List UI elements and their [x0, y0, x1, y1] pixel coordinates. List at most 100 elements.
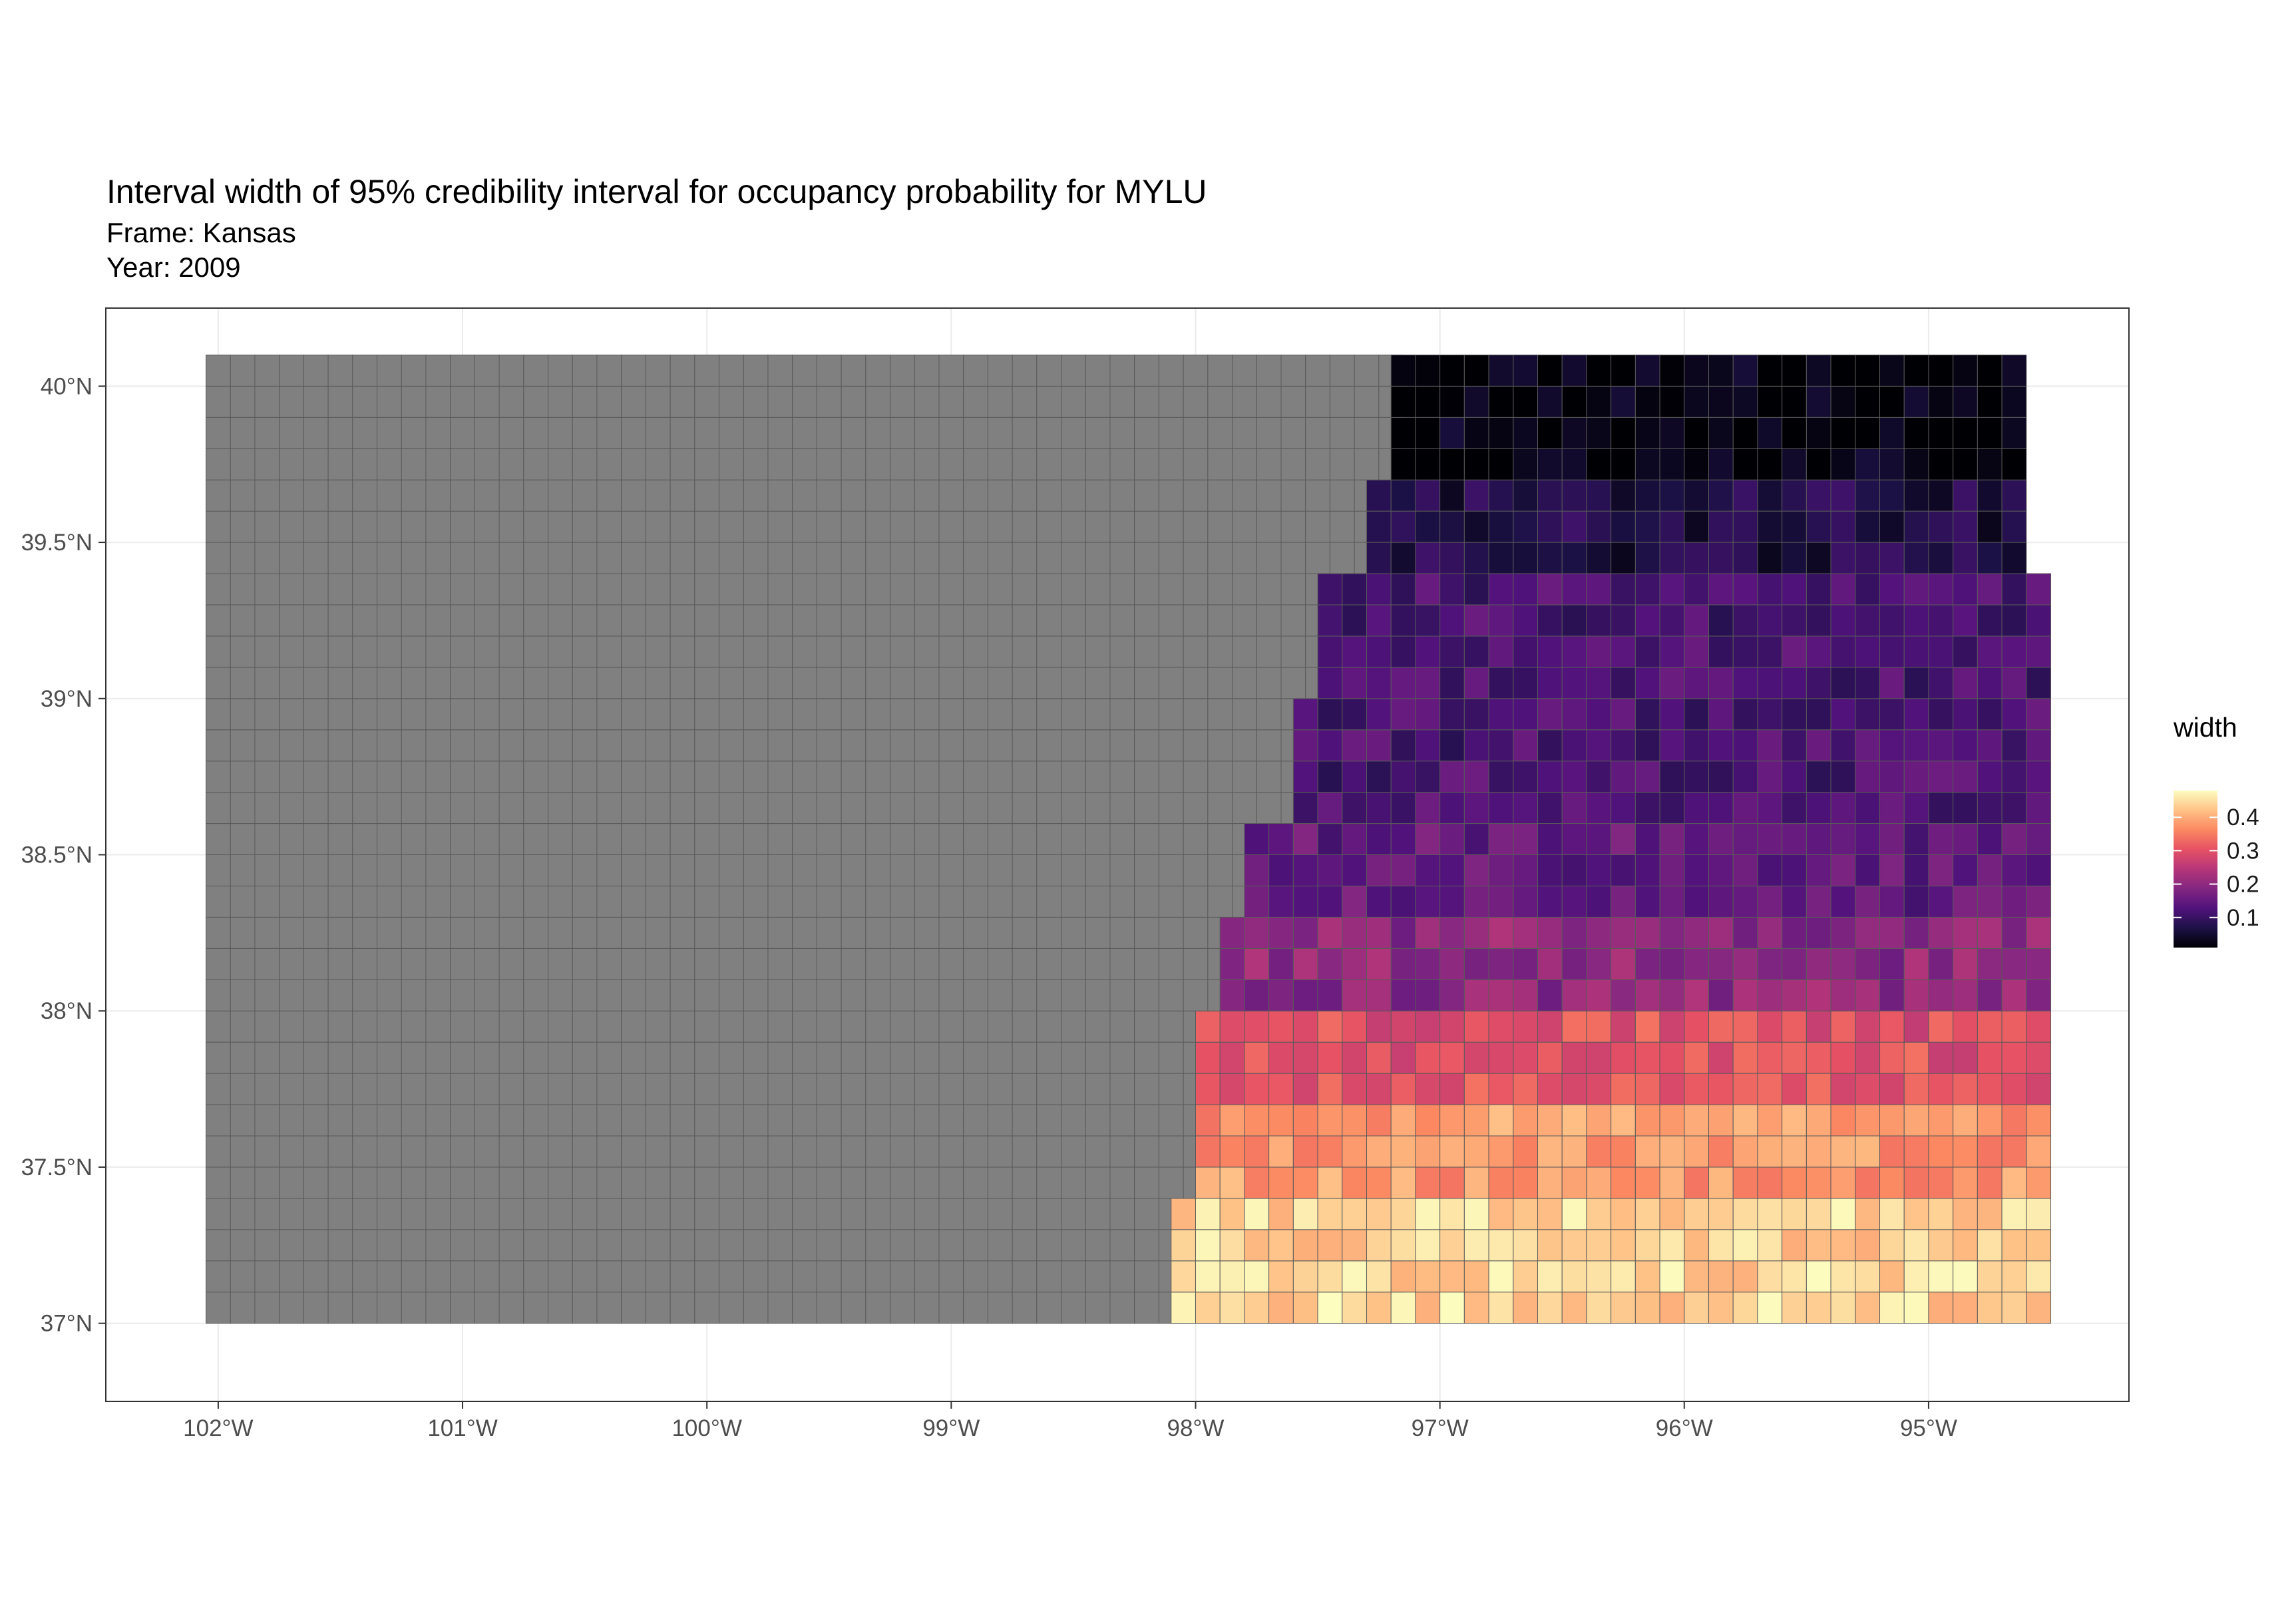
cell-no-data: [327, 979, 353, 1011]
cell-no-data: [254, 1166, 280, 1199]
cell-estimate: [1317, 823, 1343, 855]
cell-estimate: [1928, 792, 1954, 824]
cell-no-data: [352, 1135, 378, 1168]
map-subtitle: Frame: Kansas Year: 2009: [106, 217, 296, 283]
cell-estimate: [1855, 1010, 1881, 1043]
cell-no-data: [474, 542, 500, 574]
cell-estimate: [1879, 1292, 1905, 1324]
cell-estimate: [1708, 417, 1734, 449]
cell-no-data: [450, 1135, 475, 1168]
cell-no-data: [206, 573, 231, 606]
cell-estimate: [1415, 1073, 1441, 1105]
cell-estimate: [1390, 385, 1416, 418]
cell-no-data: [963, 1292, 988, 1324]
x-tick-label: 100°W: [671, 1415, 741, 1441]
cell-no-data: [816, 823, 842, 855]
cell-estimate: [2001, 698, 2027, 731]
cell-no-data: [938, 354, 964, 387]
cell-estimate: [1366, 1292, 1392, 1324]
cell-no-data: [670, 1198, 695, 1230]
cell-no-data: [474, 885, 500, 918]
cell-no-data: [645, 854, 671, 886]
cell-no-data: [1085, 979, 1111, 1011]
cell-estimate: [1782, 916, 1807, 949]
cell-estimate: [1708, 479, 1734, 512]
cell-estimate: [1732, 948, 1758, 980]
cell-estimate: [2001, 542, 2027, 574]
cell-estimate: [1928, 823, 1954, 855]
cell-estimate: [1977, 698, 2003, 731]
cell-estimate: [1732, 1104, 1758, 1137]
cell-no-data: [1134, 948, 1159, 980]
cell-estimate: [1782, 1104, 1807, 1137]
cell-no-data: [914, 729, 940, 762]
cell-no-data: [645, 542, 671, 574]
cell-no-data: [767, 761, 793, 793]
cell-estimate: [1830, 354, 1856, 387]
cell-estimate: [1268, 1229, 1294, 1262]
cell-estimate: [1708, 354, 1734, 387]
cell-no-data: [743, 635, 769, 668]
cell-no-data: [523, 510, 549, 543]
cell-no-data: [254, 916, 280, 949]
cell-estimate: [2026, 761, 2052, 793]
cell-estimate: [1244, 1041, 1270, 1074]
cell-no-data: [327, 1041, 353, 1074]
cell-no-data: [1134, 1073, 1159, 1105]
cell-no-data: [279, 1104, 304, 1137]
cell-no-data: [1158, 448, 1184, 480]
cell-estimate: [1537, 1135, 1563, 1168]
cell-no-data: [963, 761, 988, 793]
cell-no-data: [719, 448, 744, 480]
cell-estimate: [1342, 573, 1367, 606]
cell-no-data: [743, 1073, 769, 1105]
cell-no-data: [303, 354, 329, 387]
cell-estimate: [1879, 542, 1905, 574]
cell-estimate: [1879, 1041, 1905, 1074]
cell-no-data: [401, 448, 427, 480]
cell-estimate: [1513, 792, 1538, 824]
cell-no-data: [1012, 854, 1038, 886]
cell-estimate: [1977, 1198, 2003, 1230]
cell-no-data: [596, 667, 622, 699]
cell-estimate: [1659, 761, 1685, 793]
cell-estimate: [1488, 385, 1514, 418]
cell-no-data: [841, 948, 866, 980]
cell-no-data: [1134, 385, 1159, 418]
cell-no-data: [841, 1041, 866, 1074]
cell-no-data: [890, 823, 915, 855]
cell-estimate: [1684, 948, 1710, 980]
cell-no-data: [1256, 729, 1282, 762]
cell-estimate: [1928, 1229, 1954, 1262]
cell-estimate: [2026, 1073, 2052, 1105]
cell-estimate: [1219, 1010, 1245, 1043]
cell-estimate: [1463, 1198, 1489, 1230]
cell-no-data: [792, 1229, 817, 1262]
cell-estimate: [1611, 1166, 1636, 1199]
cell-no-data: [303, 479, 329, 512]
cell-estimate: [2026, 1166, 2052, 1199]
cell-no-data: [890, 510, 915, 543]
cell-estimate: [1561, 885, 1587, 918]
cell-estimate: [1903, 1229, 1929, 1262]
cell-estimate: [1415, 448, 1441, 480]
cell-estimate: [1561, 1104, 1587, 1137]
cell-no-data: [1158, 885, 1184, 918]
cell-estimate: [1317, 1166, 1343, 1199]
cell-no-data: [890, 542, 915, 574]
cell-estimate: [1806, 1292, 1831, 1324]
cell-no-data: [987, 729, 1013, 762]
cell-no-data: [890, 979, 915, 1011]
cell-estimate: [1390, 479, 1416, 512]
cell-no-data: [963, 667, 988, 699]
cell-no-data: [523, 448, 549, 480]
cell-estimate: [2026, 729, 2052, 762]
cell-estimate: [1317, 698, 1343, 731]
cell-estimate: [1953, 1292, 1978, 1324]
cell-no-data: [1109, 417, 1135, 449]
cell-no-data: [890, 1166, 915, 1199]
cell-no-data: [498, 979, 524, 1011]
cell-no-data: [1207, 385, 1233, 418]
cell-no-data: [206, 1073, 231, 1105]
cell-no-data: [474, 729, 500, 762]
